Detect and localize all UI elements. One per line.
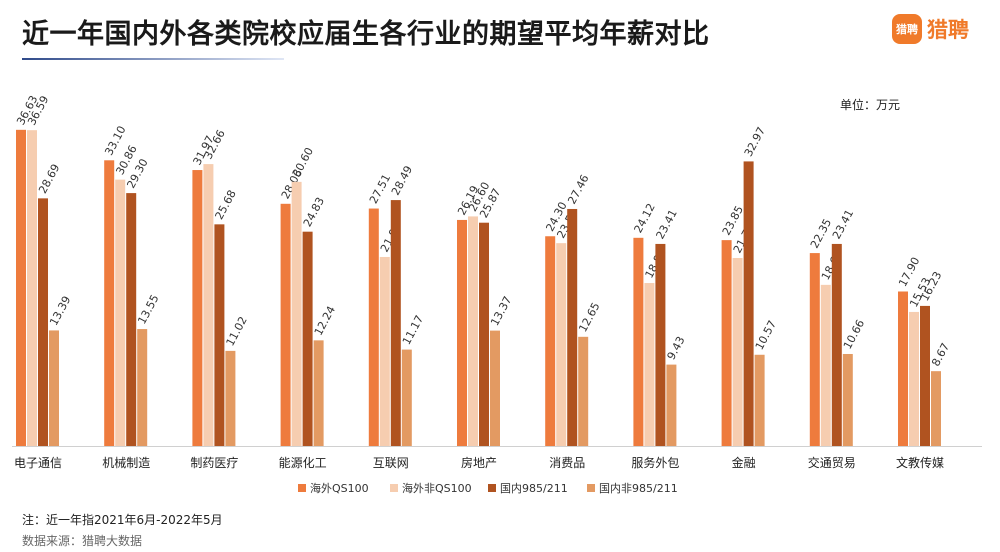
- data-label: 23.41: [830, 207, 856, 241]
- unit-label: 单位：万元: [839, 98, 900, 112]
- bar: [909, 311, 919, 446]
- bar: [479, 222, 489, 446]
- bar: [280, 203, 291, 446]
- bar: [578, 336, 589, 446]
- data-label: 25.68: [213, 188, 239, 222]
- category-label: 交通贸易: [808, 455, 856, 470]
- bar: [203, 164, 214, 446]
- category-label: 机械制造: [102, 455, 150, 470]
- bar: [457, 219, 467, 446]
- bar: [115, 179, 126, 447]
- category-label: 房地产: [461, 455, 497, 470]
- bar: [655, 243, 666, 446]
- bar: [379, 256, 390, 446]
- data-label: 13.39: [47, 294, 73, 328]
- category-label: 服务外包: [631, 455, 679, 470]
- category-label: 金融: [732, 455, 756, 470]
- bar: [16, 129, 26, 446]
- bar: [192, 170, 203, 447]
- legend-swatch: [298, 484, 306, 492]
- brand-logo: 猎聘 猎聘: [892, 12, 969, 46]
- liepin-logo-icon: 猎聘: [892, 14, 922, 44]
- bar: [898, 291, 908, 446]
- bar: [567, 208, 578, 446]
- data-label: 13.37: [488, 294, 514, 328]
- bar: [920, 305, 930, 446]
- bar: [27, 130, 37, 446]
- bar: [291, 181, 302, 446]
- footnote: 注：近一年指2021年6月-2022年5月: [22, 513, 223, 527]
- legend-swatch: [488, 484, 496, 492]
- bar: [137, 329, 148, 446]
- bar: [633, 237, 644, 446]
- bar: [831, 243, 842, 446]
- category-label: 制药医疗: [190, 456, 238, 470]
- legend-label: 海外QS100: [310, 481, 369, 495]
- data-label: 10.66: [841, 317, 867, 351]
- data-label: 30.60: [290, 145, 316, 179]
- category-label: 互联网: [373, 456, 409, 470]
- data-label: 11.17: [400, 313, 426, 347]
- bar: [743, 161, 754, 446]
- bar: [842, 353, 853, 446]
- bar: [38, 198, 48, 446]
- data-label: 11.02: [224, 314, 250, 348]
- bar: [820, 284, 831, 446]
- legend-swatch: [390, 484, 398, 492]
- data-label: 32.97: [742, 125, 768, 159]
- bar: [368, 208, 379, 446]
- data-label: 28.69: [36, 162, 62, 196]
- bar: [126, 193, 137, 446]
- bar: [721, 240, 732, 446]
- data-source: 数据来源：猎聘大数据: [22, 534, 143, 548]
- data-label: 8.67: [929, 341, 952, 369]
- bar: [302, 231, 313, 446]
- bar: [754, 354, 765, 446]
- legend-label: 海外非QS100: [402, 481, 472, 495]
- data-label: 9.43: [665, 334, 688, 362]
- data-label: 23.41: [654, 207, 680, 241]
- bar: [49, 330, 59, 446]
- chart-title: 近一年国内外各类院校应届生各行业的期望平均年薪对比: [22, 19, 710, 50]
- data-label: 12.65: [576, 300, 602, 334]
- legend-label: 国内985/211: [500, 481, 568, 495]
- brand-name: 猎聘: [927, 18, 969, 42]
- bar: [732, 258, 743, 446]
- bar: [468, 216, 478, 446]
- category-label: 能源化工: [279, 456, 327, 470]
- data-label: 13.55: [135, 293, 161, 327]
- bar: [313, 340, 324, 446]
- bar: [931, 371, 941, 446]
- bar: [104, 160, 115, 446]
- bar: [666, 364, 677, 446]
- bar: [644, 283, 655, 446]
- data-label: 24.83: [301, 195, 327, 229]
- category-label: 文教传媒: [896, 455, 944, 470]
- bar: [390, 200, 401, 446]
- bar: [490, 330, 500, 446]
- bar: [401, 349, 412, 446]
- bar: [556, 243, 567, 446]
- bar: [225, 350, 236, 446]
- category-label: 电子通信: [14, 456, 62, 470]
- data-label: 12.24: [312, 304, 338, 338]
- data-label: 24.12: [632, 201, 658, 235]
- bar: [214, 224, 225, 446]
- data-label: 28.49: [389, 164, 415, 198]
- bar: [545, 236, 556, 446]
- title-underline: [22, 58, 284, 60]
- legend-swatch: [587, 484, 595, 492]
- bar: [809, 253, 820, 446]
- legend-label: 国内非985/211: [599, 481, 678, 495]
- data-label: 10.57: [753, 318, 779, 352]
- data-label: 27.46: [565, 172, 591, 206]
- category-label: 消费品: [549, 456, 585, 470]
